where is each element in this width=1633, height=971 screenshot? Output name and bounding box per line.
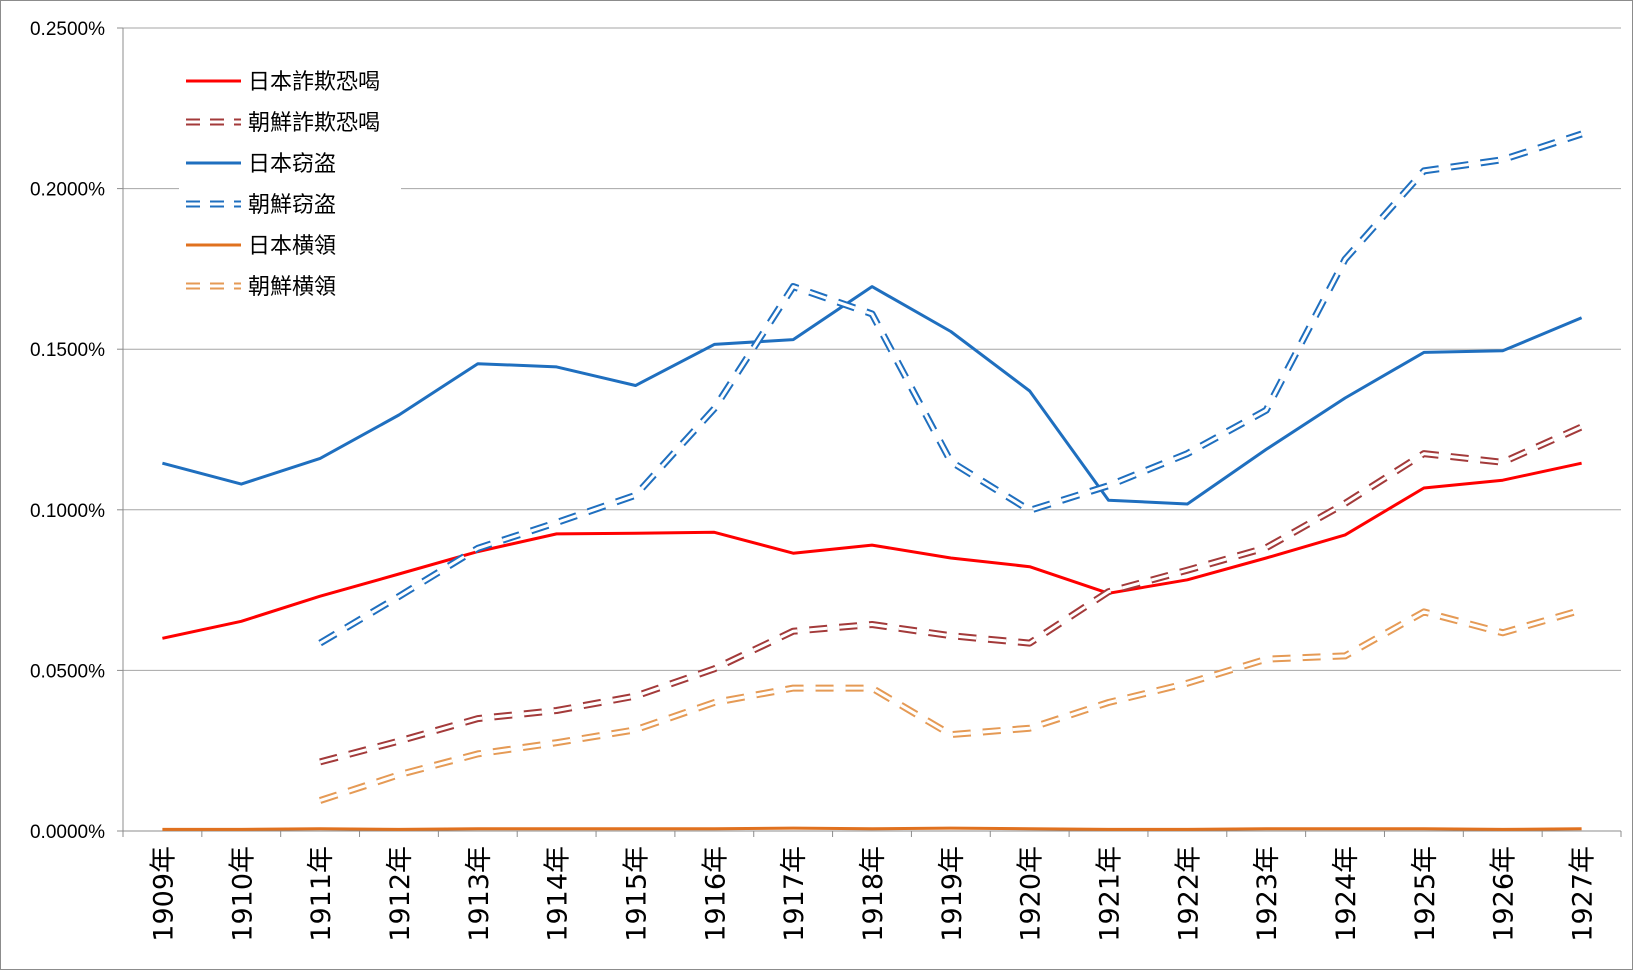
legend-box	[179, 59, 401, 319]
x-tick-label: 1912年	[385, 846, 416, 942]
y-tick-label: 0.0500%	[30, 661, 105, 682]
series-line-1	[319, 423, 1584, 766]
x-tick-label: 1920年	[1016, 846, 1047, 942]
x-tick-label: 1911年	[306, 846, 337, 942]
x-tick-label: 1919年	[937, 846, 968, 942]
x-tick-label: 1917年	[779, 846, 810, 942]
series-line-4	[162, 826, 1582, 831]
y-tick-label: 0.0000%	[30, 822, 105, 843]
legend-label: 朝鮮詐欺恐喝	[248, 111, 380, 136]
legend-label: 朝鮮横領	[248, 275, 336, 300]
legend-label: 日本詐欺恐喝	[248, 70, 380, 95]
x-tick-label: 1926年	[1489, 846, 1520, 942]
x-tick-label: 1914年	[543, 846, 574, 942]
series-line-inner-5	[319, 608, 1583, 802]
axes: 0.0000% 0.0500% 0.1000% 0.1500% 0.2000% 0.250…	[30, 19, 1622, 942]
x-tick-label: 1923年	[1252, 846, 1283, 942]
x-tick-label: 1916年	[700, 846, 731, 942]
x-tick-label: 1925年	[1410, 846, 1441, 942]
x-tick-label: 1924年	[1331, 846, 1362, 942]
series-line-2	[162, 285, 1583, 506]
series-lines	[162, 130, 1584, 831]
legend-label: 日本窃盗	[248, 152, 336, 177]
y-tick-label: 0.2000%	[30, 180, 105, 201]
x-tick-label: 1921年	[1095, 846, 1126, 942]
x-tick-label: 1909年	[148, 846, 179, 942]
x-tick-label: 1918年	[858, 846, 889, 942]
x-tick-label: 1910年	[227, 846, 258, 942]
y-tick-label: 0.1000%	[30, 501, 105, 522]
series-line-3	[318, 130, 1583, 647]
series-line-inner-1	[319, 425, 1583, 764]
series-line-inner-3	[319, 132, 1583, 645]
y-tick-label: 0.1500%	[30, 340, 105, 361]
legend-label: 朝鮮窃盗	[248, 193, 336, 218]
x-tick-label: 1922年	[1173, 846, 1204, 942]
y-tick-label: 0.2500%	[30, 19, 105, 40]
series-line-5	[319, 606, 1583, 804]
series-line-0	[162, 461, 1582, 640]
x-tick-label: 1927年	[1568, 846, 1599, 942]
x-tick-label: 1915年	[621, 846, 652, 942]
x-tick-label: 1913年	[464, 846, 495, 942]
legend-label: 日本横領	[248, 234, 336, 259]
